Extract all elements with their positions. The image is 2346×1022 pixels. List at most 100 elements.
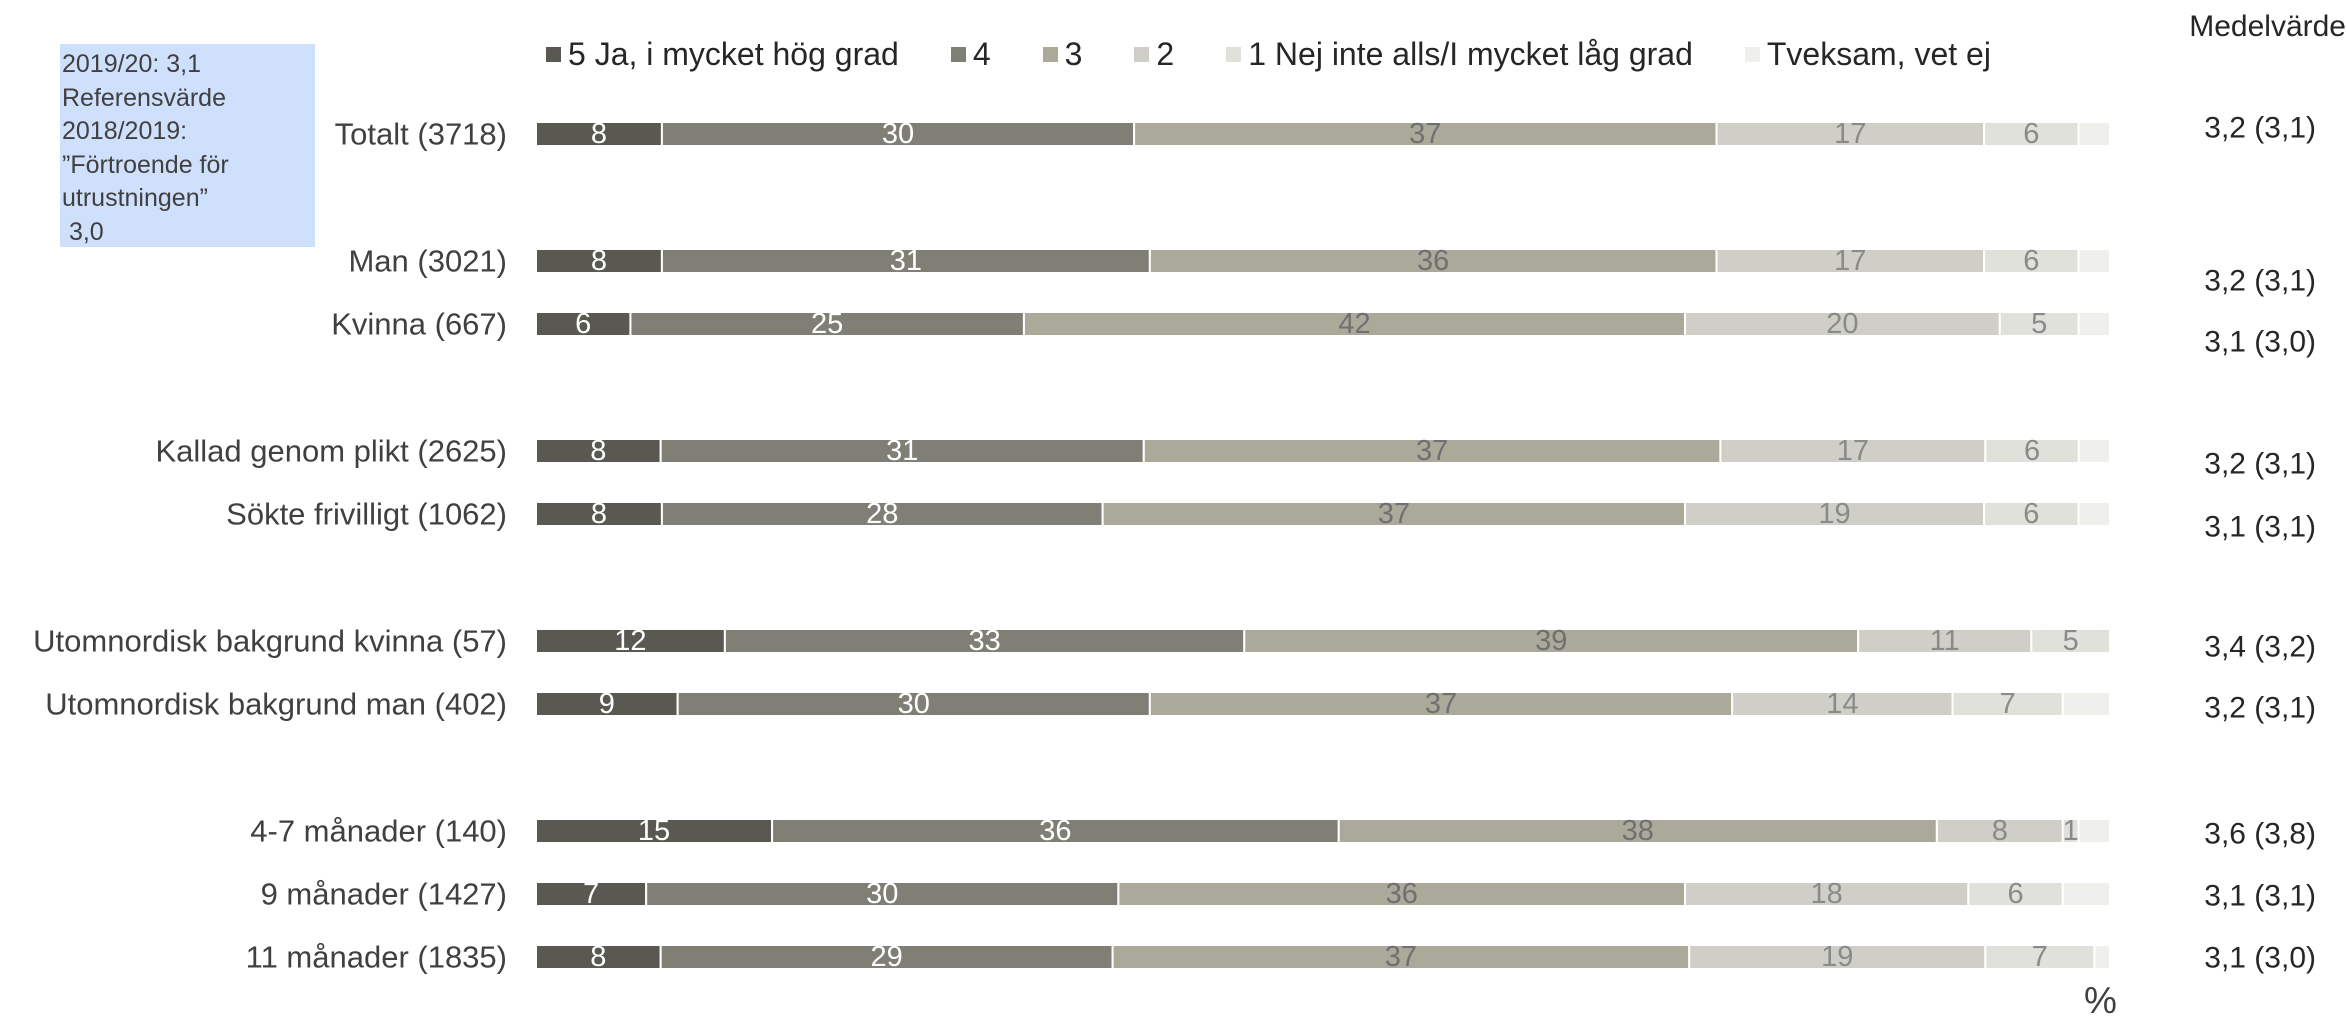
data-label: 19 xyxy=(1818,498,1850,530)
bar-segment xyxy=(1983,501,2080,527)
data-label: 37 xyxy=(1385,941,1417,973)
bar-segment xyxy=(535,691,679,717)
legend-label: 4 xyxy=(972,35,991,72)
category-label: 4-7 månader (140) xyxy=(250,814,507,849)
bar-segment xyxy=(2061,691,2112,717)
bar-segment xyxy=(1684,881,1970,907)
data-label: 8 xyxy=(590,941,606,973)
bar-segment xyxy=(659,438,1145,464)
data-label: 30 xyxy=(898,688,930,720)
data-label: 12 xyxy=(614,625,646,657)
data-label: 36 xyxy=(1386,878,1418,910)
mean-value: 3,1 (3,1) xyxy=(2204,880,2316,913)
data-label: 5 xyxy=(2031,308,2047,340)
bar-segment xyxy=(1148,248,1718,274)
data-label: 8 xyxy=(591,245,607,277)
data-label: 6 xyxy=(2007,878,2023,910)
data-label: 8 xyxy=(591,118,607,150)
mean-value: 3,2 (3,1) xyxy=(2204,265,2316,298)
data-label: 36 xyxy=(1417,245,1449,277)
mean-value: 3,2 (3,1) xyxy=(2204,692,2316,725)
legend-item: 5 Ja, i mycket hög grad xyxy=(546,36,899,73)
data-label: 9 xyxy=(599,688,615,720)
percent-unit-label: % xyxy=(2084,980,2117,1021)
bar-segment xyxy=(1337,818,1938,844)
legend-swatch xyxy=(1226,46,1242,62)
bar-segment xyxy=(659,944,1114,970)
bar-segment xyxy=(1022,311,1687,337)
data-label: 29 xyxy=(871,941,903,973)
bar-segment xyxy=(2030,628,2112,654)
data-label: 42 xyxy=(1338,308,1370,340)
bar-segment xyxy=(1967,881,2064,907)
data-label: 18 xyxy=(1811,878,1843,910)
note-line: 2018/2019: xyxy=(62,117,188,145)
bar-segment xyxy=(771,818,1340,844)
category-label: 9 månader (1427) xyxy=(261,877,507,912)
legend-label: 5 Ja, i mycket hög grad xyxy=(568,35,899,72)
data-label: 8 xyxy=(590,435,606,467)
data-label: 25 xyxy=(811,308,843,340)
bar-segment xyxy=(1684,311,2001,337)
data-label: 8 xyxy=(1992,815,2008,847)
legend-item: Tveksam, vet ej xyxy=(1744,36,1991,73)
bar-segment xyxy=(1688,944,1987,970)
bar-segment xyxy=(535,121,663,147)
data-label: 30 xyxy=(866,878,898,910)
bar-segment xyxy=(1983,121,2080,147)
category-label: Kallad genom plikt (2625) xyxy=(155,434,507,469)
mean-value: 3,4 (3,2) xyxy=(2204,631,2316,664)
legend-swatch xyxy=(1744,46,1760,62)
data-label: 37 xyxy=(1416,435,1448,467)
legend-item: 1 Nej inte alls/I mycket låg grad xyxy=(1226,36,1693,73)
data-label: 14 xyxy=(1826,688,1858,720)
bar-segment xyxy=(2077,818,2112,844)
legend-label: 2 xyxy=(1156,35,1175,72)
mean-value: 3,2 (3,1) xyxy=(2204,112,2316,145)
mean-value: 3,2 (3,1) xyxy=(2204,448,2316,481)
legend-label: 3 xyxy=(1064,35,1083,72)
bar-segment xyxy=(2077,121,2112,147)
bar-segment xyxy=(1243,628,1860,654)
bar-segment xyxy=(629,311,1025,337)
bar-segment xyxy=(1951,691,2064,717)
data-label: 7 xyxy=(583,878,599,910)
bar-segment xyxy=(2093,944,2111,970)
bar-segment xyxy=(723,628,1246,654)
note-line: utrustningen” xyxy=(62,184,208,212)
reference-note: 2019/20: 3,1 Referensvärde 2018/2019: ”F… xyxy=(60,44,315,247)
data-label: 6 xyxy=(2023,498,2039,530)
data-label: 6 xyxy=(2023,118,2039,150)
data-label: 1 xyxy=(2063,815,2079,847)
note-line: ”Förtroende för xyxy=(62,150,229,179)
bar-segment xyxy=(1983,248,2080,274)
category-label: Man (3021) xyxy=(348,244,507,279)
mean-value: 3,6 (3,8) xyxy=(2204,818,2316,851)
bar-segment xyxy=(645,881,1120,907)
legend-item: 3 xyxy=(1042,35,1083,73)
legend-item: 4 xyxy=(950,35,991,73)
data-label: 17 xyxy=(1834,118,1866,150)
data-label: 30 xyxy=(882,118,914,150)
bar-segment xyxy=(2077,248,2112,274)
data-label: 6 xyxy=(2023,245,2039,277)
bar-segment xyxy=(2077,501,2112,527)
bar-segment xyxy=(2077,311,2112,337)
data-label: 38 xyxy=(1622,815,1654,847)
data-label: 37 xyxy=(1409,118,1441,150)
data-label: 19 xyxy=(1821,941,1853,973)
data-label: 17 xyxy=(1834,245,1866,277)
data-label: 39 xyxy=(1535,625,1567,657)
note-line: Referensvärde xyxy=(62,83,226,112)
data-label: 6 xyxy=(575,308,591,340)
bar-segment xyxy=(1715,248,1986,274)
mean-column-header: Medelvärde xyxy=(2189,10,2346,43)
note-line: 3,0 xyxy=(62,217,104,246)
bar-segment xyxy=(2061,881,2112,907)
chart-legend: 5 Ja, i mycket hög grad 4 3 2 1 Nej inte… xyxy=(546,34,1991,74)
legend-label: 1 Nej inte alls/I mycket låg grad xyxy=(1248,35,1693,72)
data-label: 20 xyxy=(1826,308,1858,340)
category-label: Totalt (3718) xyxy=(335,117,507,152)
bar-segment xyxy=(1101,501,1687,527)
